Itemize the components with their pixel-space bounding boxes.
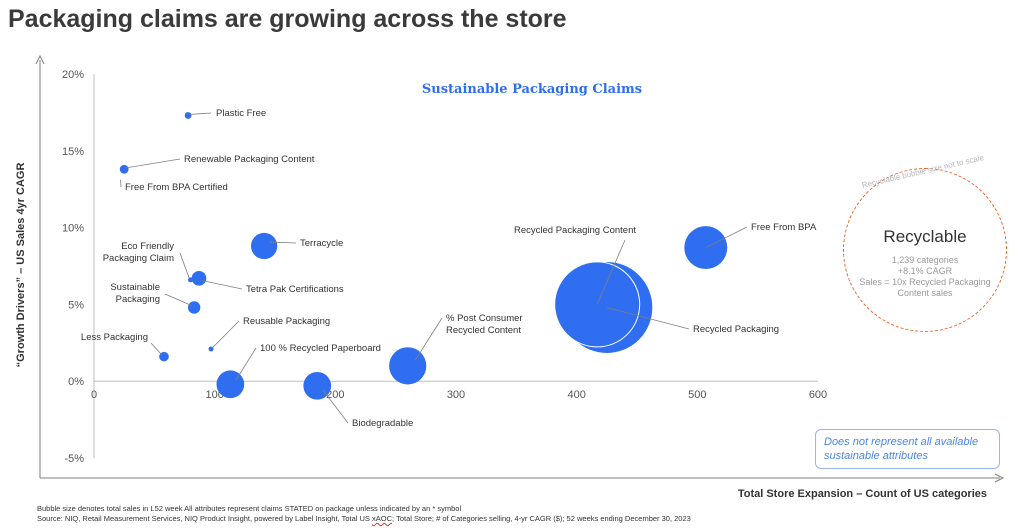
leader-line bbox=[189, 112, 212, 115]
point-label: Biodegradable bbox=[352, 418, 413, 429]
leader-line bbox=[705, 226, 748, 248]
leader-line bbox=[414, 317, 443, 361]
leader-line bbox=[125, 158, 181, 169]
point-label: Recycled Packaging Content bbox=[514, 225, 636, 236]
recyclable-callout: Recyclable 1,239 categories +8.1% CAGR S… bbox=[843, 168, 1007, 332]
x-tick-label: 500 bbox=[688, 389, 706, 401]
point-label: Renewable Packaging Content bbox=[184, 154, 315, 165]
chart-leader-lines bbox=[120, 112, 748, 424]
point-label-line: Packaging bbox=[116, 294, 160, 305]
data-bubble bbox=[303, 371, 332, 400]
point-label: Free From BPA bbox=[751, 222, 817, 233]
chart-axes: 0 100 200 300 400 500 600-5%0%5%10%15%20% bbox=[35, 54, 1005, 483]
data-bubble bbox=[191, 270, 207, 286]
point-label: Less Packaging bbox=[81, 332, 148, 343]
leader-line bbox=[150, 342, 163, 356]
y-tick-label: 0% bbox=[68, 376, 84, 388]
leader-line bbox=[322, 389, 349, 424]
data-bubble bbox=[216, 370, 245, 399]
footnote-xaoc: xAOC bbox=[372, 514, 393, 523]
data-bubble bbox=[250, 232, 278, 260]
footnote-source-end: ; Total Store; # of Categories selling, … bbox=[392, 514, 691, 523]
data-bubble bbox=[389, 347, 427, 385]
chart-point-labels: Plastic Free Renewable Packaging Content F… bbox=[81, 108, 817, 429]
y-tick-label: -5% bbox=[64, 453, 84, 465]
recyclable-title: Recyclable bbox=[883, 227, 967, 246]
disclaimer-box: Does not represent all available sustain… bbox=[815, 429, 1000, 469]
data-bubble bbox=[119, 164, 129, 174]
point-label-line: Eco Friendly bbox=[121, 241, 174, 252]
leader-line bbox=[235, 347, 257, 381]
point-label: Reusable Packaging bbox=[243, 316, 330, 327]
x-tick-label: 200 bbox=[326, 389, 344, 401]
x-axis-label: Total Store Expansion – Count of US cate… bbox=[738, 488, 987, 500]
point-label: Plastic Free bbox=[216, 108, 266, 119]
footnote-line-1: Bubble size denotes total sales in L52 w… bbox=[37, 504, 462, 513]
leader-line bbox=[269, 241, 297, 244]
y-tick-label: 5% bbox=[68, 299, 84, 311]
point-label-line: % Post Consumer bbox=[446, 313, 523, 324]
point-label: 100 % Recycled Paperboard bbox=[260, 343, 381, 354]
recyclable-sales: Sales = 10x Recycled Packaging Content s… bbox=[859, 277, 991, 298]
x-tick-label: 0 bbox=[91, 389, 97, 401]
footnote: Bubble size denotes total sales in L52 w… bbox=[37, 504, 691, 524]
point-label: Terracycle bbox=[300, 238, 343, 249]
y-tick-label: 10% bbox=[62, 223, 84, 235]
point-label: Tetra Pak Certifications bbox=[246, 284, 344, 295]
point-label-line: Recycled Content bbox=[446, 325, 521, 336]
point-label: Recycled Packaging bbox=[693, 324, 779, 335]
leader-line bbox=[606, 307, 690, 330]
footnote-line-2: Source: NIQ, Retail Measurement Services… bbox=[37, 514, 691, 524]
y-tick-label: 15% bbox=[62, 146, 84, 158]
point-label: Free From BPA Certified bbox=[125, 182, 228, 193]
leader-line bbox=[164, 293, 192, 306]
data-bubble bbox=[187, 301, 201, 314]
chart-title: Sustainable Packaging Claims bbox=[422, 82, 642, 97]
y-tick-label: 20% bbox=[62, 69, 84, 81]
recyclable-details: 1,239 categories +8.1% CAGR Sales = 10x … bbox=[850, 255, 1000, 299]
leader-line bbox=[596, 239, 626, 305]
leader-line bbox=[179, 252, 190, 280]
x-axis-arrow bbox=[994, 473, 1005, 483]
x-tick-label: 400 bbox=[567, 389, 585, 401]
recyclable-cagr: +8.1% CAGR bbox=[897, 266, 953, 276]
x-tick-label: 300 bbox=[447, 389, 465, 401]
footnote-source: Source: NIQ, Retail Measurement Services… bbox=[37, 514, 373, 523]
y-axis-label: “Growth Drivers” – US Sales 4yr CAGR bbox=[15, 163, 27, 368]
point-label-line: Packaging Claim bbox=[103, 253, 174, 264]
data-bubble bbox=[184, 112, 192, 119]
x-tick-label: 600 bbox=[809, 389, 827, 401]
point-label: Eco Friendly Packaging Claim bbox=[103, 241, 175, 264]
y-axis-arrow bbox=[35, 54, 45, 65]
leader-line bbox=[211, 320, 240, 349]
leader-line bbox=[201, 280, 243, 290]
point-label: % Post Consumer Recycled Content bbox=[446, 313, 523, 336]
point-label-line: Sustainable bbox=[110, 282, 160, 293]
page-title: Packaging claims are growing across the … bbox=[8, 5, 567, 33]
point-label: Sustainable Packaging bbox=[110, 282, 160, 305]
recyclable-categories: 1,239 categories bbox=[891, 255, 959, 265]
